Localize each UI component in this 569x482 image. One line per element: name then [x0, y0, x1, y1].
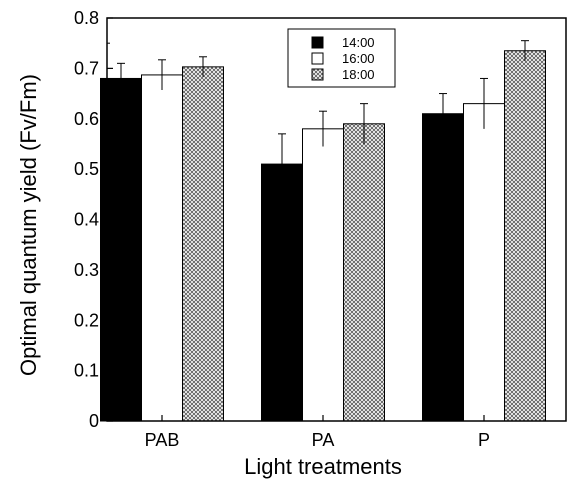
error-bar-pa-1800 [360, 103, 368, 144]
x-tick-label-pa: PA [312, 430, 335, 450]
y-tick-label: 0.2 [74, 310, 99, 330]
legend-swatch-1600 [311, 52, 324, 65]
y-tick-label: 0.8 [74, 8, 99, 28]
error-bar-p-1800 [521, 40, 529, 61]
y-axis-title: Optimal quantum yield (Fv/Fm) [16, 74, 41, 376]
y-tick-label: 0.3 [74, 260, 99, 280]
bar-pa-1400 [261, 163, 303, 422]
axes: 0 0.1 0.2 0.3 0.4 0.5 0.6 0.7 0.8 PAB PA P [74, 8, 567, 450]
legend-swatch-1400 [311, 36, 324, 49]
legend-label-1600: 16:00 [342, 51, 375, 66]
error-bar-p-1600 [480, 77, 488, 129]
legend-label-1800: 18:00 [342, 67, 375, 82]
legend-swatch-1800 [311, 68, 324, 81]
error-bar-p-1400 [439, 93, 447, 134]
plot-area [100, 40, 546, 422]
x-axis-title: Light treatments [244, 454, 402, 479]
x-tick-label-p: P [478, 430, 490, 450]
y-tick-label: 0 [89, 411, 99, 431]
legend-box [287, 28, 396, 88]
bar-pa-1800 [343, 123, 385, 422]
error-bar-pab-1800 [199, 56, 207, 77]
error-bar-pab-1600 [158, 59, 166, 91]
bar-p-1800 [504, 50, 546, 422]
error-bar-pa-1600 [319, 110, 327, 147]
bar-p-1600 [463, 103, 505, 422]
y-tick-label: 0.1 [74, 361, 99, 381]
x-tick-label-pab: PAB [145, 430, 180, 450]
bar-pab-1800 [182, 66, 224, 422]
y-tick-label: 0.5 [74, 159, 99, 179]
bar-p-1400 [422, 113, 464, 422]
y-tick-label: 0.4 [74, 210, 99, 230]
y-tick-label: 0.7 [74, 58, 99, 78]
bar-pab-1600 [141, 74, 183, 422]
y-tick-label: 0.6 [74, 109, 99, 129]
bar-pa-1600 [302, 128, 344, 422]
error-bar-pa-1400 [278, 133, 286, 195]
legend-label-1400: 14:00 [342, 35, 375, 50]
error-bar-pab-1400 [117, 62, 125, 94]
